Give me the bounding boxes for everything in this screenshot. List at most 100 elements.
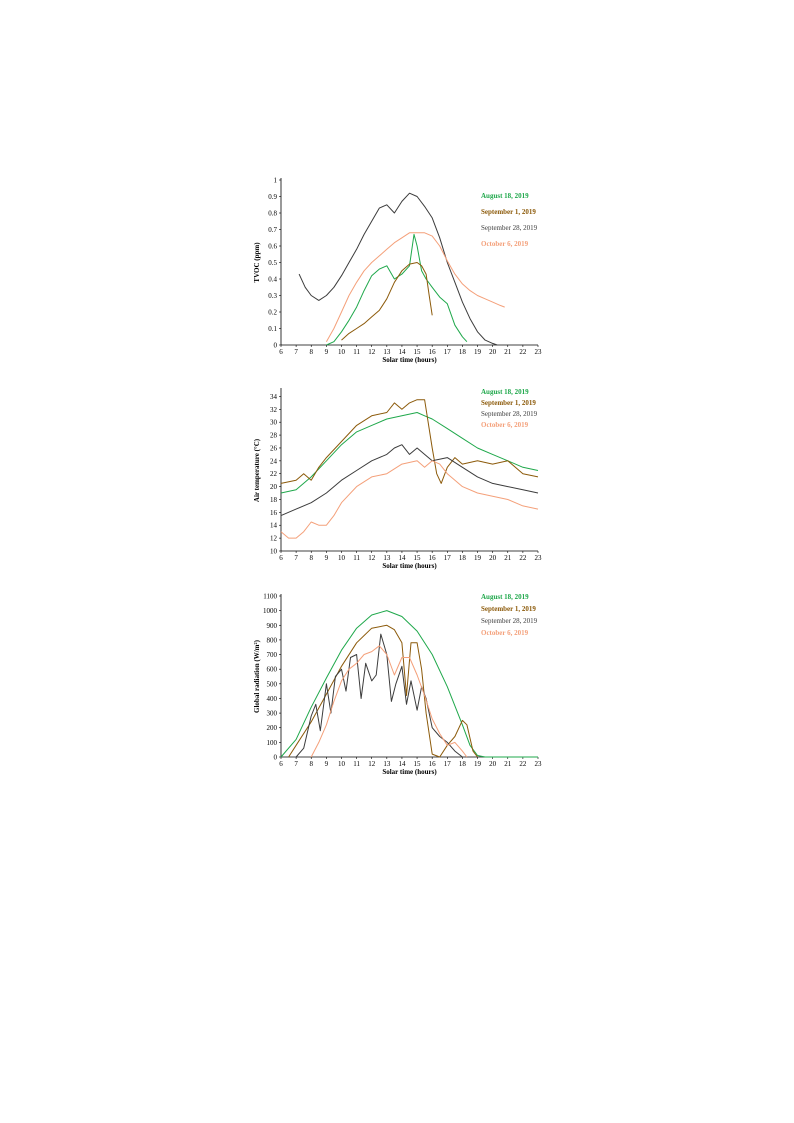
series-line-aug18	[280, 412, 539, 494]
x-tick-label: 17	[444, 760, 452, 768]
x-tick-label: 20	[489, 760, 497, 768]
legend-entry-oct6: October 6, 2019	[481, 629, 529, 637]
x-tick-label: 14	[398, 760, 406, 768]
x-tick-label: 9	[325, 760, 329, 768]
series-line-sep28	[280, 444, 539, 517]
x-tick-label: 18	[459, 760, 467, 768]
x-tick-label: 17	[444, 554, 452, 562]
x-tick-label: 10	[338, 760, 346, 768]
series-line-aug18	[280, 610, 538, 758]
series-line-oct6	[325, 232, 505, 342]
y-tick-label: 20	[270, 483, 278, 491]
y-tick-label: 30	[270, 419, 278, 427]
legend-entry-aug18: August 18, 2019	[481, 593, 529, 601]
legend-entry-sep28: September 28, 2019	[481, 617, 538, 625]
global-radiation-chart: 6 7 8 9 10 11 12 13 14 15 16 17 18 19 20 21 22 23 0 100 200 3…	[253, 593, 542, 777]
series-line-sep28	[295, 633, 463, 758]
x-tick-label: 16	[429, 554, 437, 562]
x-tick-label: 15	[414, 554, 422, 562]
series-line-sep1	[280, 399, 539, 484]
x-tick-label: 19	[474, 554, 482, 562]
x-tick-label: 7	[294, 348, 298, 356]
y-axis-label: Global radiation (W/m²)	[253, 639, 261, 713]
y-tick-label: 34	[270, 393, 278, 401]
y-tick-label: 600	[267, 666, 278, 674]
y-tick-label: 500	[267, 680, 278, 688]
y-tick-label: 0	[274, 754, 278, 762]
x-tick-label: 10	[338, 348, 346, 356]
y-tick-label: 26	[270, 444, 278, 452]
y-tick-label: 100	[267, 739, 278, 747]
x-tick-label: 21	[504, 348, 512, 356]
x-tick-label: 18	[459, 554, 467, 562]
y-tick-label: 0.8	[268, 210, 277, 218]
y-tick-label: 0.9	[268, 193, 277, 201]
x-tick-label: 6	[279, 554, 283, 562]
x-tick-label: 13	[383, 554, 391, 562]
y-tick-label: 800	[267, 636, 278, 644]
series-line-sep28	[298, 192, 498, 346]
x-axis-label: Solar time (hours)	[382, 356, 437, 364]
x-tick-label: 8	[309, 760, 313, 768]
legend-entry-aug18: August 18, 2019	[481, 388, 529, 396]
x-tick-label: 23	[535, 348, 543, 356]
air-temperature-chart: 6 7 8 9 10 11 12 13 14 15 16 17 18 19 20 21 22 23 10 12 14 16…	[253, 388, 542, 570]
y-tick-label: 0	[274, 342, 278, 350]
x-tick-label: 22	[519, 760, 527, 768]
y-tick-label: 18	[270, 496, 278, 504]
y-tick-label: 200	[267, 724, 278, 732]
x-tick-label: 16	[429, 760, 437, 768]
y-tick-label: 22	[270, 470, 278, 478]
x-tick-label: 9	[325, 348, 329, 356]
x-tick-label: 13	[383, 348, 391, 356]
y-tick-label: 32	[270, 406, 278, 414]
x-tick-label: 6	[279, 348, 283, 356]
x-tick-label: 12	[368, 554, 376, 562]
y-axis-label: Air temperature (°C)	[253, 438, 261, 502]
y-tick-label: 1	[274, 177, 278, 185]
x-tick-label: 14	[398, 554, 406, 562]
series-line-oct6	[310, 645, 468, 758]
x-axis-label: Solar time (hours)	[382, 562, 437, 570]
legend-entry-sep28: September 28, 2019	[481, 224, 538, 232]
y-tick-label: 0.4	[268, 276, 277, 284]
y-tick-label: 1100	[263, 593, 277, 601]
y-tick-label: 0.5	[268, 259, 277, 267]
x-tick-label: 17	[444, 348, 452, 356]
y-tick-label: 0.2	[268, 309, 277, 317]
x-tick-label: 12	[368, 348, 376, 356]
y-tick-label: 0.3	[268, 292, 277, 300]
x-tick-label: 7	[294, 554, 298, 562]
y-tick-label: 0.6	[268, 243, 277, 251]
x-tick-label: 21	[504, 760, 512, 768]
x-tick-label: 15	[414, 760, 422, 768]
y-tick-label: 300	[267, 710, 278, 718]
x-tick-label: 7	[294, 760, 298, 768]
legend-entry-aug18: August 18, 2019	[481, 192, 529, 200]
y-tick-label: 0.1	[268, 325, 277, 333]
x-tick-label: 9	[325, 554, 329, 562]
y-axis-label: TVOC (ppm)	[253, 242, 261, 283]
legend-entry-sep1: September 1, 2019	[481, 605, 536, 613]
y-tick-label: 900	[267, 622, 278, 630]
y-tick-label: 16	[270, 509, 278, 517]
legend-entry-oct6: October 6, 2019	[481, 240, 529, 248]
x-tick-label: 11	[353, 554, 360, 562]
x-tick-label: 19	[474, 348, 482, 356]
series-line-aug18	[326, 233, 468, 346]
y-tick-label: 12	[270, 535, 278, 543]
x-tick-label: 20	[489, 554, 497, 562]
x-tick-label: 10	[338, 554, 346, 562]
legend-entry-sep1: September 1, 2019	[481, 208, 536, 216]
x-tick-label: 11	[353, 348, 360, 356]
x-tick-label: 22	[519, 348, 527, 356]
y-tick-label: 0.7	[268, 226, 277, 234]
x-tick-label: 16	[429, 348, 437, 356]
x-tick-label: 20	[489, 348, 497, 356]
y-tick-label: 14	[270, 522, 278, 530]
x-tick-label: 23	[535, 554, 543, 562]
legend-entry-sep28: September 28, 2019	[481, 410, 538, 418]
x-tick-label: 21	[504, 554, 512, 562]
x-tick-label: 14	[398, 348, 406, 356]
